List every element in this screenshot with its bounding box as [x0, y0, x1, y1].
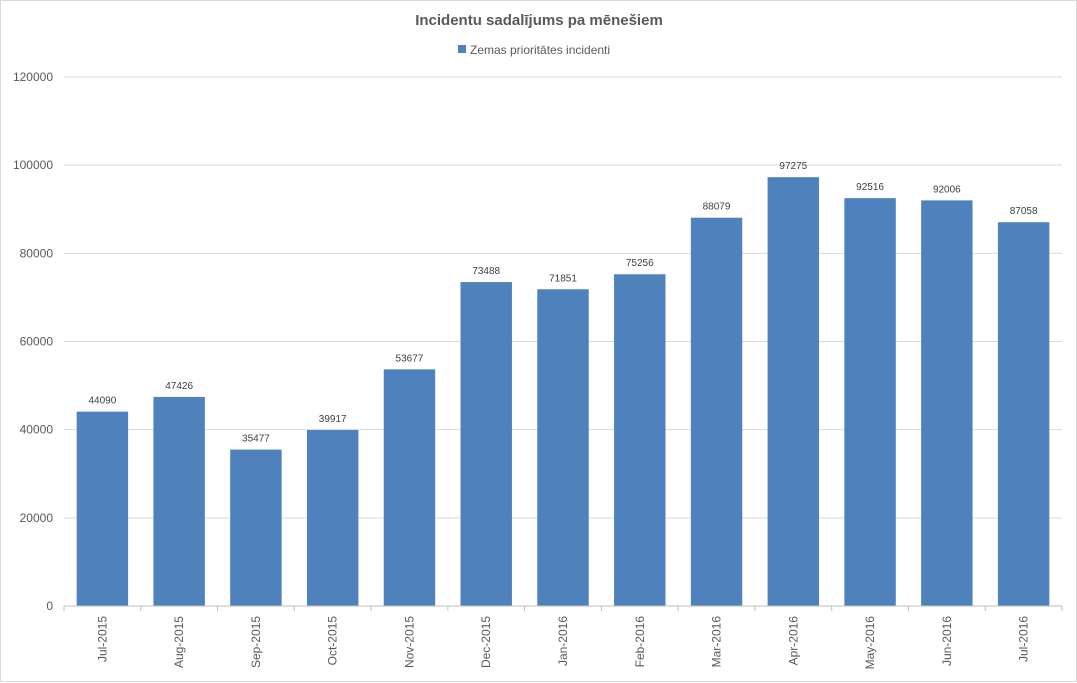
y-axis: 0 20000 40000 60000 80000 100000 120000	[13, 70, 53, 613]
x-tick-label: Jul-2015	[95, 616, 109, 662]
chart-title: Incidentu sadalījums pa mēnešiem	[415, 12, 663, 29]
x-tick-label: Aug-2015	[172, 616, 186, 668]
data-label: 47426	[165, 381, 193, 392]
bar	[614, 274, 666, 606]
data-label: 53677	[396, 353, 424, 364]
data-label: 39917	[319, 414, 347, 425]
data-label: 88079	[703, 202, 731, 213]
legend-label: Zemas prioritātes incidenti	[470, 43, 610, 57]
x-axis: Jul-2015 Aug-2015 Sep-2015 Oct-2015 Nov-2015…	[63, 605, 1063, 670]
x-tick-label: Nov-2015	[402, 616, 416, 668]
legend-swatch	[458, 45, 466, 53]
data-label: 35477	[242, 434, 270, 445]
bar	[460, 282, 512, 606]
bar	[997, 222, 1050, 607]
bar	[230, 449, 282, 606]
bars	[76, 177, 1050, 607]
data-label: 92516	[856, 182, 884, 193]
y-tick-label: 80000	[20, 246, 54, 260]
data-label: 75256	[626, 258, 654, 269]
x-tick-label: Feb-2016	[633, 616, 647, 668]
y-tick-label: 120000	[13, 70, 53, 84]
y-tick-label: 100000	[13, 158, 53, 172]
data-label: 44090	[88, 396, 116, 407]
y-tick-label: 60000	[20, 335, 54, 349]
x-tick-label: Dec-2015	[479, 616, 493, 668]
data-label: 97275	[779, 161, 807, 172]
x-tick-label: Sep-2015	[249, 616, 263, 668]
x-tick-label: Jun-2016	[940, 616, 954, 666]
bar	[537, 289, 589, 606]
data-label: 92006	[933, 184, 961, 195]
y-tick-label: 40000	[20, 423, 54, 437]
bar	[306, 430, 359, 606]
x-tick-label: Jul-2016	[1017, 616, 1031, 662]
data-label: 71851	[549, 273, 577, 284]
x-tick-label: Oct-2015	[326, 616, 340, 666]
bar	[76, 411, 129, 606]
bar	[690, 217, 743, 606]
data-labels: 44090 47426 35477 39917 53677 73488 71851 75256…	[88, 161, 1037, 444]
y-tick-label: 20000	[20, 511, 54, 525]
x-tick-label: Jan-2016	[556, 616, 570, 666]
x-tick-label: May-2016	[863, 616, 877, 670]
legend: Zemas prioritātes incidenti	[458, 43, 610, 57]
bar	[844, 198, 896, 606]
y-tick-label: 0	[46, 599, 53, 613]
data-label: 73488	[472, 266, 500, 277]
data-label: 87058	[1010, 206, 1038, 217]
x-tick-label: Apr-2016	[786, 616, 800, 666]
bar	[153, 396, 205, 606]
bar	[383, 369, 436, 606]
bar	[767, 177, 820, 606]
x-tick-label: Mar-2016	[710, 616, 724, 668]
bar	[921, 200, 973, 606]
